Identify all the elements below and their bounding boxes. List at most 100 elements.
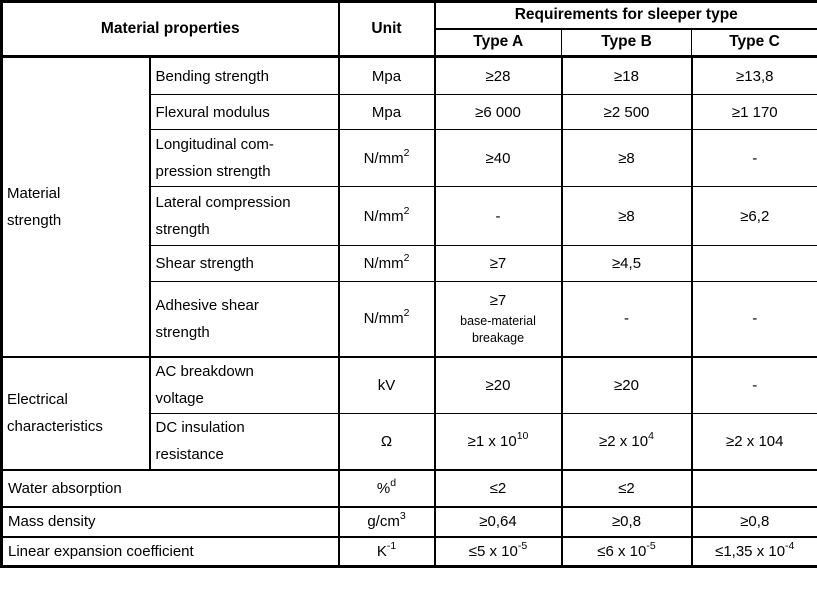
section-electrical-line1: Electrical (7, 391, 68, 408)
value-text: ≥0,8 (740, 513, 770, 530)
value-text: ≥1 x 10 (467, 432, 517, 450)
cell-shear-type-c (690, 245, 817, 282)
value-text: ≥6 000 (475, 103, 521, 121)
row-shear-unit: N/mm2 (337, 245, 436, 282)
row-dc-unit: Ω (337, 413, 436, 470)
unit-text: K (376, 542, 387, 560)
cell-longitudinal-type-c: - (690, 129, 817, 187)
cell-dc-type-a: ≥1 x 1010 (433, 413, 563, 470)
value-sup: -5 (517, 539, 528, 552)
cell-mass-type-c: ≥0,8 (690, 505, 817, 537)
cell-dc-type-b: ≥2 x 104 (560, 413, 693, 470)
row-mass-label-text: Mass density (8, 513, 96, 530)
row-lateral-label: Lateral compression strength (148, 186, 340, 246)
value-sup: -4 (785, 539, 795, 552)
unit-sup: 2 (403, 252, 410, 264)
value-text: ≥8 (618, 149, 635, 167)
value-text: ≤1,35 x 10 (715, 542, 786, 560)
value-text: - (624, 310, 629, 328)
cell-ac-type-a: ≥20 (433, 355, 563, 414)
cell-bending-type-c: ≥13,8 (690, 55, 817, 95)
row-water-unit: %d (337, 468, 436, 507)
header-type-c: Type C (691, 28, 817, 57)
cell-lateral-type-a: - (433, 186, 563, 246)
cell-adhesive-type-c: - (690, 281, 817, 357)
value-text: ≥20 (485, 376, 511, 394)
row-water-absorption-label: Water absorption (0, 468, 340, 507)
row-adhesive-label-line2: strength (155, 323, 210, 341)
value-text: ≥1 170 (731, 103, 778, 121)
cell-linear-type-c: ≤1,35 x 10-4 (690, 535, 817, 567)
value-text: ≥2 x 104 (726, 432, 784, 450)
unit-sup: d (390, 476, 397, 489)
value-text: ≤5 x 10 (468, 542, 518, 560)
row-dc-insulation-label: DC insulation resistance (148, 413, 340, 470)
cell-longitudinal-type-a: ≥40 (433, 129, 563, 187)
row-adhesive-unit: N/mm2 (337, 281, 436, 357)
cell-linear-type-b: ≤6 x 10-5 (560, 535, 693, 567)
section-electrical-characteristics: Electrical characteristics (0, 355, 151, 470)
row-longitudinal-label-line2: pression strength (155, 163, 271, 180)
row-dc-label-line1: DC insulation (155, 419, 245, 437)
row-ac-unit: kV (337, 355, 436, 414)
cell-mass-type-a: ≥0,64 (433, 505, 563, 537)
value-text: ≥8 (618, 207, 635, 225)
cell-bending-type-a: ≥28 (433, 55, 563, 95)
cell-flexural-type-c: ≥1 170 (690, 94, 817, 130)
row-adhesive-label: Adhesive shear strength (148, 281, 340, 357)
value-sup: 10 (516, 429, 529, 442)
header-unit: Unit (337, 1, 436, 57)
unit-sup: -1 (386, 539, 397, 552)
unit-text: kV (377, 376, 396, 394)
cell-lateral-type-c: ≥6,2 (690, 186, 817, 246)
unit-text: N/mm (363, 310, 404, 328)
cell-mass-type-b: ≥0,8 (560, 505, 693, 537)
unit-sup: 2 (403, 146, 410, 159)
row-flexural-label: Flexural modulus (148, 94, 340, 130)
unit-text: Mpa (371, 103, 402, 121)
value-text: ≥0,8 (611, 513, 642, 530)
header-type-a: Type A (434, 28, 562, 57)
cell-water-type-a: ≤2 (433, 468, 563, 507)
value-text: ≥40 (485, 149, 511, 167)
value-text: ≥2 500 (603, 103, 650, 121)
unit-text: N/mm (363, 149, 404, 167)
row-lateral-label-line2: strength (155, 221, 210, 238)
value-note: base-material breakage (460, 313, 536, 345)
cell-water-type-b: ≤2 (560, 468, 693, 507)
header-type-b: Type B (561, 28, 692, 57)
row-dc-label-line2: resistance (155, 446, 224, 464)
row-ac-breakdown-label: AC breakdown voltage (148, 355, 340, 414)
value-text: ≥18 (614, 67, 639, 85)
value-text: ≤2 (489, 479, 507, 497)
value-text: - (752, 310, 758, 328)
row-bending-label-text: Bending strength (155, 67, 269, 85)
sleeper-requirements-table: Material properties Unit Requirements fo… (0, 0, 817, 568)
row-longitudinal-unit: N/mm2 (337, 129, 436, 187)
row-bending-label: Bending strength (148, 55, 340, 95)
row-water-label-text: Water absorption (8, 479, 122, 497)
value-text: ≥20 (614, 376, 639, 394)
cell-adhesive-type-a: ≥7 base-material breakage (433, 281, 563, 357)
value-text: ≤6 x 10 (597, 542, 647, 560)
value-text: ≥7 (489, 291, 507, 309)
row-mass-unit: g/cm3 (337, 505, 436, 537)
row-ac-label-line2: voltage (155, 390, 204, 408)
row-linear-unit: K-1 (337, 535, 436, 567)
value-text: ≥0,64 (479, 513, 517, 530)
cell-ac-type-b: ≥20 (560, 355, 693, 414)
cell-longitudinal-type-b: ≥8 (560, 129, 693, 187)
section-electrical-line2: characteristics (7, 418, 103, 435)
cell-shear-type-a: ≥7 (433, 245, 563, 282)
value-text: ≥13,8 (736, 67, 774, 85)
section-material-strength: Material strength (0, 55, 151, 357)
value-text: - (752, 376, 758, 394)
unit-sup: 3 (399, 510, 406, 522)
unit-text: % (376, 479, 391, 497)
row-lateral-label-line1: Lateral compression (155, 194, 291, 211)
row-flexural-unit: Mpa (337, 94, 436, 130)
cell-dc-type-c: ≥2 x 104 (690, 413, 817, 470)
row-linear-expansion-label: Linear expansion coefficient (0, 535, 340, 567)
cell-shear-type-b: ≥4,5 (560, 245, 693, 282)
value-text: ≥4,5 (611, 255, 642, 272)
